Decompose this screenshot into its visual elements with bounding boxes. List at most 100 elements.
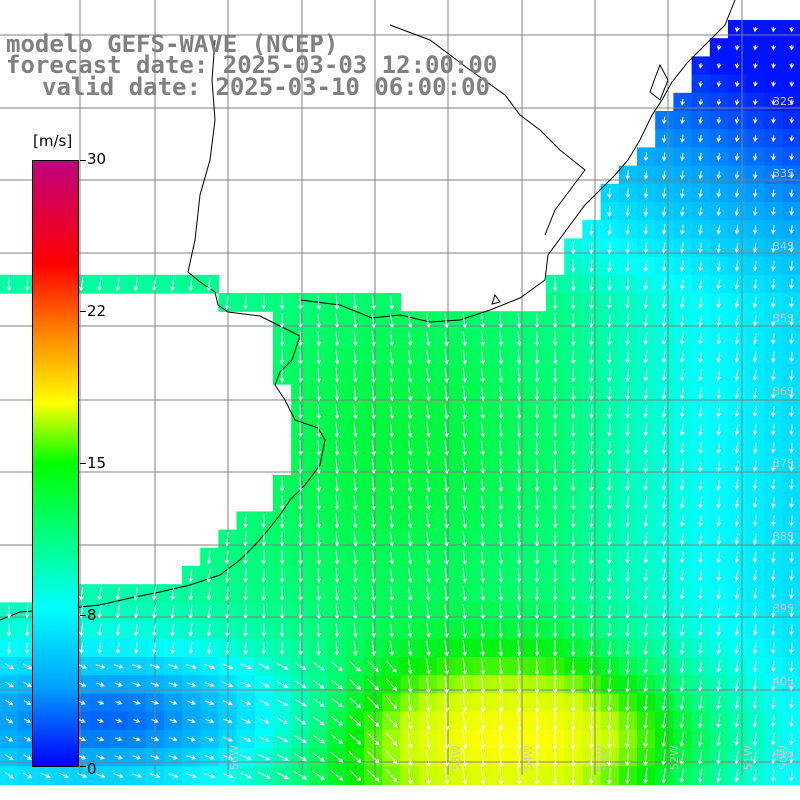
wind-arrow [734, 696, 739, 710]
wind-arrow [462, 313, 467, 329]
wind-arrow [679, 569, 685, 582]
wind-arrow [151, 700, 160, 705]
lat-label: 32S [773, 95, 794, 108]
wind-arrow [334, 367, 340, 384]
wind-arrow [534, 622, 540, 639]
wind-arrow [661, 695, 667, 711]
wind-arrow [279, 531, 285, 547]
wind-arrow [316, 549, 322, 566]
wind-arrow [570, 640, 576, 657]
wind-arrow [279, 295, 285, 311]
wind-arrow [570, 386, 576, 401]
wind-arrow [261, 531, 267, 547]
wind-arrow [23, 718, 32, 723]
wind-arrow [276, 699, 289, 706]
wind-arrow [771, 45, 776, 51]
wind-arrow [444, 313, 449, 329]
wind-arrow [752, 351, 758, 363]
wind-arrow [661, 532, 667, 546]
wind-arrow [498, 513, 504, 529]
wind-arrow [261, 568, 267, 584]
wind-arrow [298, 622, 303, 638]
wind-arrow [552, 495, 558, 511]
wind-arrow [716, 551, 721, 564]
wind-arrow [115, 623, 121, 637]
wind-arrow [534, 604, 540, 620]
wind-arrow [534, 331, 540, 347]
colorbar-unit: [m/s] [33, 132, 73, 150]
wind-arrow [661, 659, 667, 674]
wind-arrow [261, 641, 267, 656]
wind-arrow [96, 700, 105, 705]
wind-arrow [480, 385, 486, 402]
wind-arrow [444, 604, 449, 620]
wind-arrow [312, 680, 325, 689]
wind-arrow [462, 622, 467, 639]
wind-arrow [661, 350, 667, 364]
wind-arrow [588, 459, 594, 474]
wind-arrow [698, 134, 703, 143]
wind-arrow [444, 675, 449, 694]
wind-arrow [752, 769, 758, 783]
wind-arrow [534, 729, 540, 750]
wind-arrow [589, 331, 594, 347]
wind-arrow [770, 678, 776, 691]
wind-arrow [480, 531, 486, 547]
wind-arrow [498, 349, 504, 365]
wind-arrow [789, 81, 795, 87]
wind-arrow [734, 533, 740, 546]
wind-arrow [643, 641, 649, 656]
wind-arrow [334, 349, 340, 365]
wind-arrow [716, 296, 721, 309]
wind-arrow [516, 675, 522, 694]
wind-arrow [606, 694, 612, 712]
wind-arrow [480, 549, 486, 566]
wind-arrow [276, 753, 289, 761]
wind-arrow [680, 206, 685, 217]
wind-arrow [679, 731, 685, 748]
wind-arrow [716, 713, 721, 729]
wind-arrow [698, 63, 704, 69]
wind-arrow [661, 405, 667, 419]
wind-arrow [734, 478, 740, 491]
wind-arrow [23, 736, 32, 742]
wind-arrow [462, 513, 467, 529]
wind-arrow [334, 567, 340, 584]
wind-arrow [316, 586, 322, 602]
wind-arrow [661, 152, 667, 162]
wind-arrow [625, 188, 631, 199]
wind-arrow [607, 188, 612, 199]
wind-arrow [187, 700, 196, 705]
wind-arrow [389, 513, 395, 529]
wind-arrow [516, 367, 522, 384]
wind-arrow [426, 531, 431, 547]
wind-arrow [661, 767, 667, 784]
wind-arrow [352, 295, 358, 311]
wind-arrow [643, 170, 649, 180]
wind-arrow [770, 497, 776, 509]
wind-arrow [625, 623, 630, 638]
colorbar-tick-label: 22 [87, 302, 107, 320]
wind-arrow [444, 385, 449, 402]
wind-arrow [389, 440, 395, 457]
wind-arrow [385, 659, 397, 673]
wind-arrow [770, 406, 776, 418]
wind-arrow [426, 549, 431, 566]
colorbar-tick [80, 766, 86, 767]
wind-arrow [407, 367, 413, 384]
wind-arrow [480, 476, 486, 493]
wind-arrow [570, 604, 576, 620]
wind-arrow [698, 170, 703, 180]
wind-arrow [643, 423, 649, 437]
wind-arrow [661, 188, 667, 199]
wind-arrow [462, 747, 468, 768]
wind-arrow [697, 623, 703, 637]
wind-arrow [771, 153, 776, 161]
wind-arrow [588, 386, 594, 401]
wind-arrow [444, 495, 449, 511]
wind-arrow [133, 605, 139, 619]
wind-arrow [407, 403, 413, 420]
wind-arrow [298, 568, 303, 584]
wind-arrow [79, 586, 84, 601]
wind-arrow [385, 768, 398, 783]
